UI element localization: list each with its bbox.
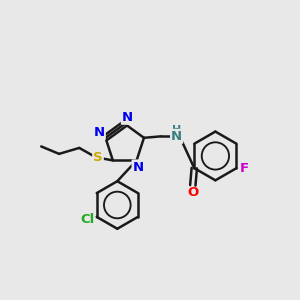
Text: O: O <box>187 186 198 199</box>
Text: N: N <box>93 126 104 139</box>
Text: N: N <box>133 161 144 174</box>
Text: N: N <box>133 161 144 174</box>
Text: N: N <box>122 110 133 124</box>
Text: F: F <box>239 162 248 175</box>
Text: N: N <box>93 126 104 139</box>
Text: N: N <box>122 110 133 124</box>
Text: Cl: Cl <box>80 213 94 226</box>
Text: S: S <box>93 151 103 164</box>
Text: H: H <box>172 125 181 135</box>
Text: N: N <box>171 130 182 143</box>
